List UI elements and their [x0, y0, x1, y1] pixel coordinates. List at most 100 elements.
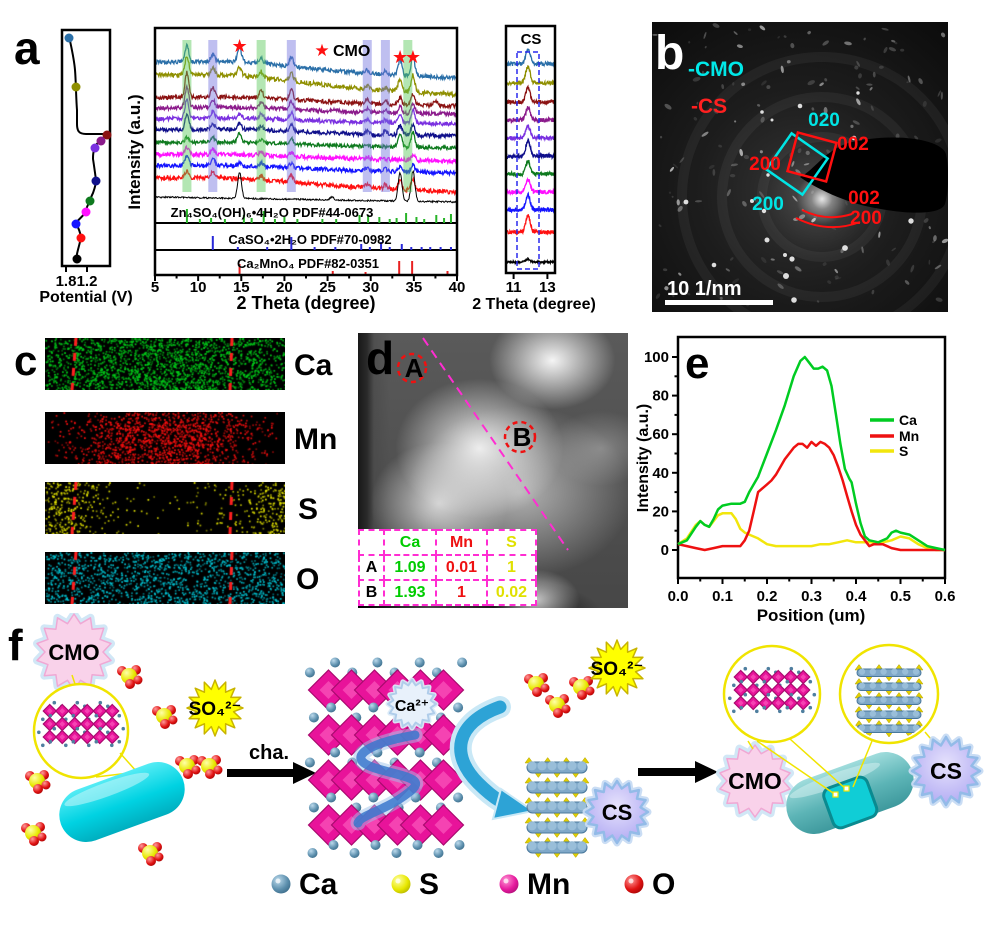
eds-map-o — [45, 552, 285, 604]
map-label-s: S — [298, 493, 319, 526]
svg-text:Zn₄SO₄(OH)₆•4H₂O PDF#44-0673: Zn₄SO₄(OH)₆•4H₂O PDF#44-0673 — [171, 205, 374, 220]
svg-text:10: 10 — [190, 279, 207, 296]
svg-text:Ca: Ca — [299, 868, 338, 901]
eds-map-ca — [45, 338, 285, 390]
svg-text:100: 100 — [644, 349, 669, 366]
svg-text:020: 020 — [808, 110, 840, 131]
svg-text:0.4: 0.4 — [846, 588, 868, 605]
svg-text:Mn: Mn — [899, 428, 919, 444]
svg-text:200: 200 — [850, 208, 882, 229]
table-cell: 1 — [435, 579, 488, 606]
svg-text:5: 5 — [151, 279, 159, 296]
svg-text:cha.: cha. — [249, 742, 289, 764]
svg-text:80: 80 — [652, 388, 669, 405]
map-label-ca: Ca — [294, 349, 333, 382]
table-cell: 1 — [486, 554, 537, 581]
svg-text:O: O — [652, 868, 675, 901]
svg-text:SO₄²⁻: SO₄²⁻ — [591, 659, 644, 680]
svg-text:35: 35 — [406, 279, 423, 296]
table-cell: Ca — [383, 529, 437, 556]
svg-text:CS: CS — [602, 800, 633, 825]
svg-text:11: 11 — [506, 279, 522, 296]
svg-text:f: f — [8, 621, 23, 670]
table-cell: Mn — [435, 529, 488, 556]
panel-c-label: c — [14, 337, 38, 384]
svg-text:★: ★ — [405, 47, 421, 67]
svg-text:2 Theta (degree): 2 Theta (degree) — [472, 296, 596, 313]
table-cell: 0.01 — [435, 554, 488, 581]
svg-text:Intensity (a.u.): Intensity (a.u.) — [635, 404, 652, 512]
table-cell: A — [358, 554, 385, 581]
svg-text:SO₄²⁻: SO₄²⁻ — [189, 699, 242, 720]
svg-text:0.3: 0.3 — [801, 588, 822, 605]
eds-map-s — [45, 482, 285, 534]
svg-text:1.2: 1.2 — [77, 273, 98, 290]
svg-text:15: 15 — [233, 279, 250, 296]
svg-text:★: ★ — [231, 36, 247, 56]
svg-text:A: A — [405, 353, 424, 383]
map-label-o: O — [296, 563, 320, 596]
svg-text:20: 20 — [652, 503, 669, 520]
svg-text:-CMO: -CMO — [688, 58, 744, 81]
svg-text:e: e — [685, 339, 709, 388]
svg-text:Ca₂MnO₄ PDF#82-0351: Ca₂MnO₄ PDF#82-0351 — [237, 256, 379, 271]
svg-text:0.1: 0.1 — [712, 588, 733, 605]
svg-text:200: 200 — [749, 154, 781, 175]
svg-text:★: ★ — [314, 41, 329, 60]
svg-text:40: 40 — [652, 465, 669, 482]
table-cell: 1.93 — [383, 579, 437, 606]
svg-text:CS: CS — [930, 758, 962, 784]
svg-text:0.6: 0.6 — [935, 588, 956, 605]
svg-text:CS: CS — [521, 31, 542, 48]
svg-text:002: 002 — [837, 134, 869, 155]
table-cell: S — [486, 529, 537, 556]
svg-text:0: 0 — [661, 542, 669, 559]
svg-text:10 1/nm: 10 1/nm — [667, 278, 741, 300]
svg-text:B: B — [513, 422, 532, 452]
svg-text:30: 30 — [362, 279, 379, 296]
svg-text:2 Theta (degree): 2 Theta (degree) — [236, 293, 375, 313]
table-cell: 0.02 — [486, 579, 537, 606]
svg-text:a: a — [14, 22, 40, 74]
svg-text:CaSO₄•2H₂O PDF#70-0982: CaSO₄•2H₂O PDF#70-0982 — [228, 232, 391, 247]
table-cell: 1.09 — [383, 554, 437, 581]
svg-text:Potential (V): Potential (V) — [39, 289, 132, 306]
svg-text:0.0: 0.0 — [668, 588, 689, 605]
eds-quantification-table: Ca Mn S A 1.09 0.01 1 B 1.93 1 0.02 — [358, 529, 537, 606]
eds-map-mn — [45, 412, 285, 464]
svg-text:CMO: CMO — [48, 640, 99, 665]
table-cell — [358, 529, 385, 556]
svg-text:0.5: 0.5 — [890, 588, 911, 605]
svg-text:S: S — [419, 868, 439, 901]
panel-d-annotations: AB — [396, 337, 569, 551]
panel-d-label: d — [366, 332, 395, 384]
svg-text:★: ★ — [392, 47, 408, 67]
svg-text:13: 13 — [539, 279, 556, 296]
map-label-mn: Mn — [294, 423, 338, 456]
svg-text:002: 002 — [848, 188, 880, 209]
svg-text:CMO: CMO — [728, 768, 782, 794]
svg-text:40: 40 — [449, 279, 466, 296]
svg-text:25: 25 — [319, 279, 336, 296]
svg-text:200: 200 — [752, 194, 784, 215]
svg-text:1.8: 1.8 — [56, 273, 77, 290]
svg-text:60: 60 — [652, 426, 669, 443]
svg-text:Position (um): Position (um) — [757, 606, 866, 625]
svg-text:Intensity (a.u.): Intensity (a.u.) — [125, 94, 144, 209]
svg-text:Mn: Mn — [527, 868, 570, 901]
svg-text:Ca: Ca — [899, 412, 917, 428]
svg-text:b: b — [655, 27, 684, 80]
svg-text:S: S — [899, 443, 908, 459]
table-cell: B — [358, 579, 385, 606]
panel-f-mechanism-schematic: f CMO SO₄²⁻ cha. Ca²⁺ SO₄²⁻ CS CMO CS Ca S Mn O — [8, 613, 984, 901]
svg-text:Ca²⁺: Ca²⁺ — [395, 698, 429, 715]
svg-text:CMO: CMO — [333, 43, 370, 60]
svg-text:0.2: 0.2 — [757, 588, 778, 605]
svg-text:20: 20 — [276, 279, 293, 296]
svg-text:-CS: -CS — [691, 95, 727, 118]
